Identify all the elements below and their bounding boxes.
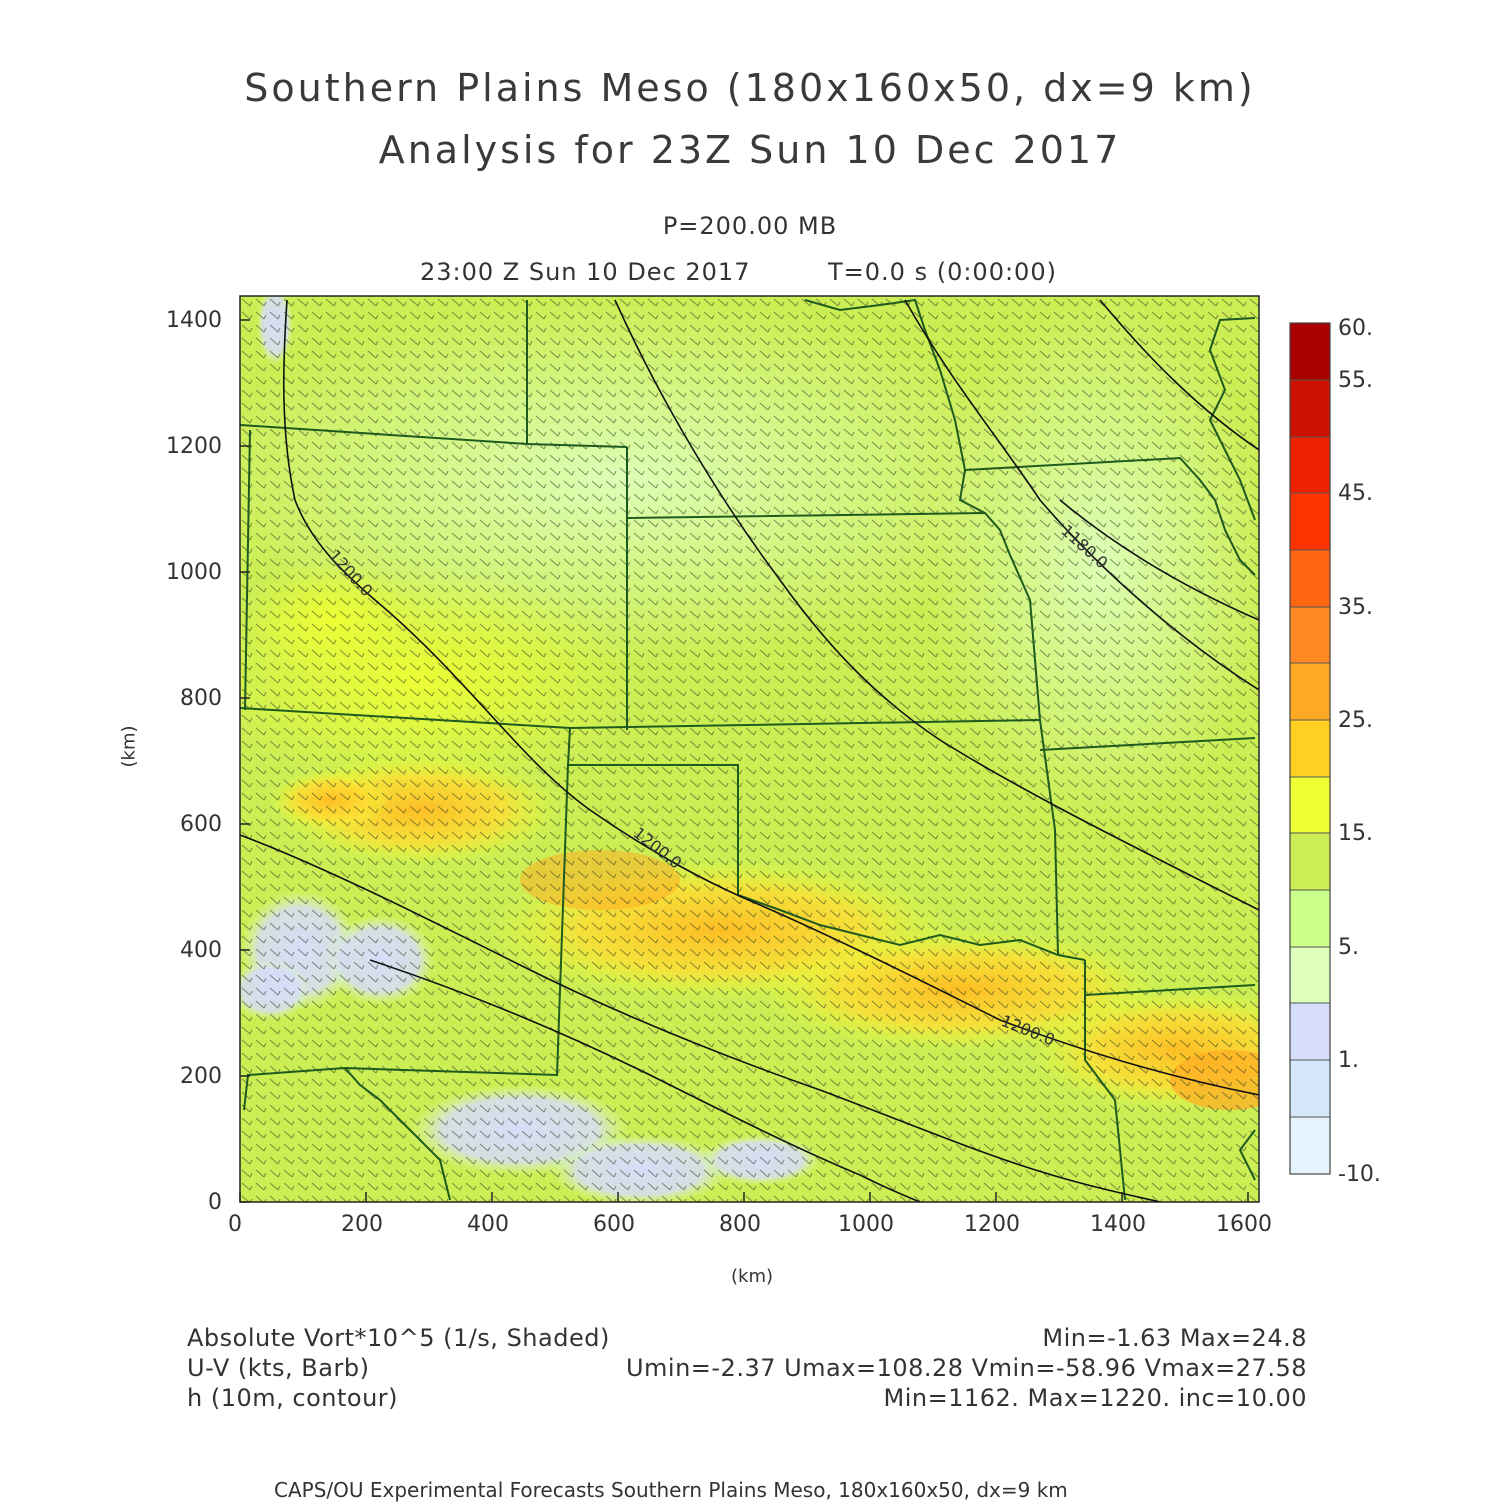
x-tick-label: 1600 <box>1216 1212 1272 1237</box>
colorbar-label: 60. <box>1338 316 1373 341</box>
y-tick-label: 1200 <box>166 434 222 459</box>
colorbar-bin <box>1290 890 1330 947</box>
y-tick-label: 1000 <box>166 560 222 585</box>
colorbar-bin <box>1290 323 1330 380</box>
y-tick-label: 600 <box>180 812 222 837</box>
colorbar-bin <box>1290 550 1330 607</box>
vorticity-shading <box>240 296 1259 1202</box>
credit-line: CAPS/OU Experimental Forecasts Southern … <box>274 1478 1068 1502</box>
x-tick-label: 200 <box>341 1212 383 1237</box>
y-tick-label: 200 <box>180 1064 222 1089</box>
y-tick-label: 0 <box>208 1190 222 1215</box>
colorbar-bin <box>1290 833 1330 890</box>
colorbar-bin <box>1290 380 1330 437</box>
legend-field-height: h (10m, contour) <box>187 1384 399 1412</box>
colorbar-label: 15. <box>1338 821 1373 846</box>
title-line-1: Southern Plains Meso (180x160x50, dx=9 k… <box>244 66 1256 110</box>
title-line-2: Analysis for 23Z Sun 10 Dec 2017 <box>378 128 1122 172</box>
state-boundaries <box>240 298 1256 1201</box>
colorbar-bin <box>1290 1117 1330 1174</box>
colorbar-label: 55. <box>1338 368 1373 393</box>
legend-stats-wind: Umin=-2.37 Umax=108.28 Vmin=-58.96 Vmax=… <box>625 1354 1307 1382</box>
pressure-level: P=200.00 MB <box>662 212 838 240</box>
x-tick-label: 800 <box>719 1212 761 1237</box>
colorbar-bin <box>1290 777 1330 833</box>
colorbar <box>1289 322 1331 1175</box>
x-axis-label: (km) <box>731 1266 774 1287</box>
colorbar-bin <box>1290 437 1330 493</box>
colorbar-bin <box>1290 1003 1330 1060</box>
x-tick-label: 1000 <box>838 1212 894 1237</box>
legend-field-wind: U-V (kts, Barb) <box>187 1354 370 1382</box>
colorbar-label: 1. <box>1338 1048 1359 1073</box>
x-tick-label: 1200 <box>964 1212 1020 1237</box>
y-tick-label: 1400 <box>166 308 222 333</box>
legend-stats-height: Min=1162. Max=1220. inc=10.00 <box>883 1384 1307 1412</box>
axis-ticks <box>239 319 1249 1203</box>
x-tick-label: 1400 <box>1090 1212 1146 1237</box>
forecast-time: T=0.0 s (0:00:00) <box>828 258 1057 286</box>
colorbar-label: 35. <box>1338 595 1373 620</box>
x-tick-label: 600 <box>593 1212 635 1237</box>
legend-field-vorticity: Absolute Vort*10^5 (1/s, Shaded) <box>187 1324 610 1352</box>
colorbar-label: -10. <box>1338 1162 1381 1187</box>
colorbar-bin <box>1290 947 1330 1003</box>
y-tick-label: 400 <box>180 938 222 963</box>
x-tick-label: 0 <box>228 1212 242 1237</box>
y-axis-label: (km) <box>118 725 140 768</box>
plot-frame <box>239 295 1260 1203</box>
y-tick-label: 800 <box>180 686 222 711</box>
colorbar-bin <box>1290 607 1330 663</box>
legend-stats-vorticity: Min=-1.63 Max=24.8 <box>1042 1324 1307 1352</box>
colorbar-bin <box>1290 663 1330 720</box>
height-contours <box>240 299 1259 1202</box>
colorbar-bin <box>1290 720 1330 777</box>
valid-time: 23:00 Z Sun 10 Dec 2017 <box>420 258 751 286</box>
colorbar-label: 5. <box>1338 935 1359 960</box>
x-tick-label: 400 <box>467 1212 509 1237</box>
colorbar-bin <box>1290 493 1330 550</box>
colorbar-bin <box>1290 1060 1330 1117</box>
colorbar-label: 25. <box>1338 708 1373 733</box>
colorbar-label: 45. <box>1338 481 1373 506</box>
